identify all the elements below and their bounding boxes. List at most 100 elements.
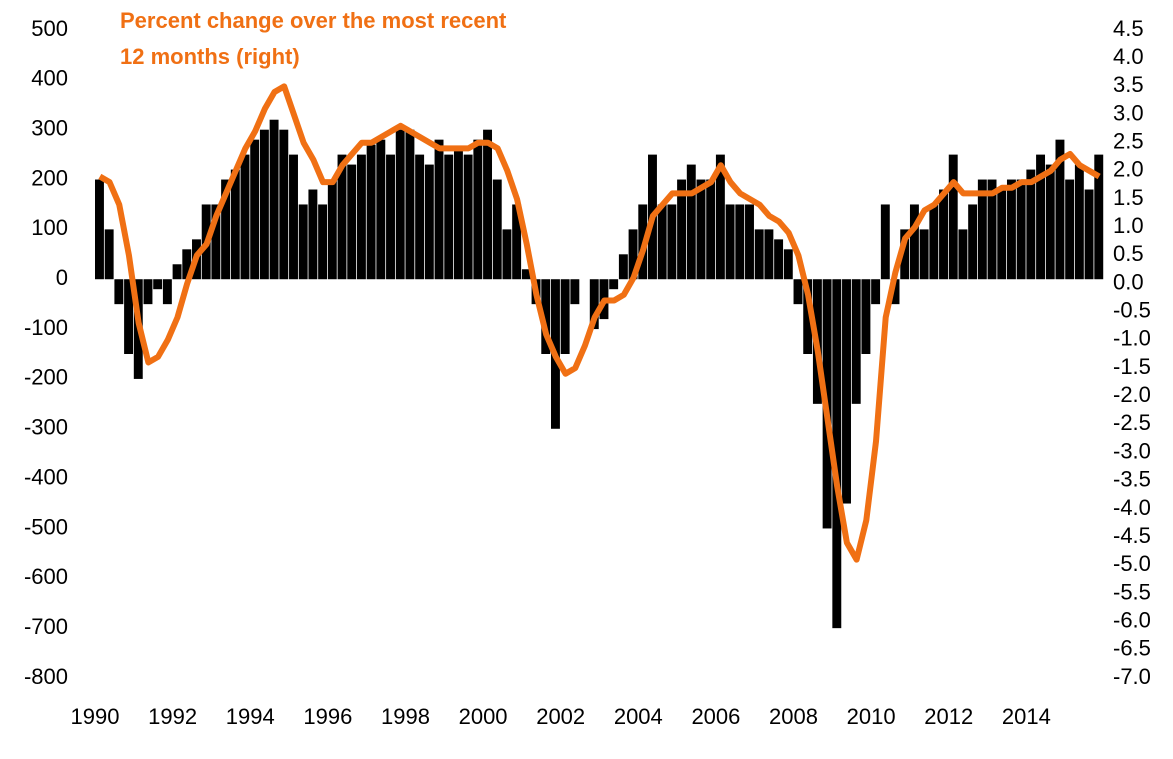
x-tick-label: 2012 — [924, 704, 973, 729]
bar — [483, 129, 493, 280]
y-tick-label: -500 — [24, 514, 68, 539]
bar — [269, 119, 279, 280]
bar — [677, 179, 687, 280]
bar — [909, 204, 919, 280]
bar — [1026, 169, 1036, 280]
bar — [250, 139, 260, 280]
y2-tick-label: 1.0 — [1113, 213, 1144, 238]
bar — [521, 269, 531, 280]
y-tick-label: 400 — [31, 66, 68, 91]
y2-tick-label: -1.0 — [1113, 326, 1151, 351]
bar — [667, 204, 677, 280]
y-tick-label: -300 — [24, 415, 68, 440]
bar — [162, 279, 172, 305]
bar — [405, 129, 415, 280]
y-tick-label: 500 — [31, 16, 68, 41]
bar — [628, 229, 638, 280]
x-tick-label: 2014 — [1002, 704, 1051, 729]
bar — [259, 129, 269, 280]
x-tick-label: 1996 — [303, 704, 352, 729]
bar — [745, 204, 754, 280]
bar — [1084, 189, 1094, 280]
y2-tick-label: -5.5 — [1113, 579, 1151, 604]
bar — [279, 129, 289, 280]
bar — [958, 229, 968, 280]
x-tick-label: 2000 — [459, 704, 508, 729]
bar — [560, 279, 570, 354]
bar — [1055, 139, 1065, 280]
y2-tick-label: 2.5 — [1113, 129, 1144, 154]
bar — [347, 164, 357, 280]
bar — [618, 254, 628, 280]
bar — [968, 204, 978, 280]
bar — [735, 204, 745, 280]
bar — [754, 229, 764, 280]
bar — [706, 179, 716, 280]
bar — [842, 279, 851, 504]
bar — [1074, 164, 1084, 280]
bar — [900, 229, 910, 280]
bar — [793, 279, 803, 305]
bar — [1065, 179, 1075, 280]
y2-tick-label: -3.0 — [1113, 438, 1151, 463]
bar — [424, 164, 434, 280]
x-tick-label: 2008 — [769, 704, 818, 729]
bar — [221, 179, 231, 280]
line — [98, 83, 1101, 563]
y2-tick-label: -3.5 — [1113, 467, 1151, 492]
x-tick-label: 2004 — [614, 704, 663, 729]
bar — [764, 229, 774, 280]
y2-tick-label: 4.5 — [1113, 16, 1144, 41]
bar — [589, 279, 599, 330]
bar — [386, 154, 395, 280]
bar — [434, 139, 444, 280]
y2-tick-label: -7.0 — [1113, 664, 1151, 689]
y-tick-label: -700 — [24, 614, 68, 639]
y-tick-label: 200 — [31, 165, 68, 190]
bar — [211, 204, 221, 280]
bar — [172, 264, 182, 280]
bar — [609, 279, 619, 290]
x-tick-label: 1998 — [381, 704, 430, 729]
bar — [1094, 154, 1104, 280]
x-tick-label: 1992 — [148, 704, 197, 729]
bar — [774, 239, 784, 280]
bar — [803, 279, 813, 354]
y-tick-label: -600 — [24, 564, 68, 589]
bar — [861, 279, 871, 354]
y2-tick-label: 1.5 — [1113, 185, 1144, 210]
bar — [453, 149, 463, 280]
bar — [570, 279, 580, 305]
y2-tick-label: 3.5 — [1113, 72, 1144, 97]
bar — [182, 249, 192, 280]
y-tick-label: -200 — [24, 365, 68, 390]
bar — [997, 189, 1007, 280]
annotation: Percent change over the most recent — [120, 8, 507, 33]
bar — [783, 249, 793, 280]
y2-tick-label: 0.5 — [1113, 241, 1144, 266]
y-tick-label: -100 — [24, 315, 68, 340]
bar — [929, 204, 939, 280]
bar — [1006, 179, 1016, 280]
x-tick-label: 1994 — [226, 704, 275, 729]
annotation: 12 months (right) — [120, 44, 300, 69]
bar — [715, 154, 725, 280]
bar — [880, 204, 890, 280]
bar — [686, 164, 696, 280]
y2-tick-label: 4.0 — [1113, 44, 1144, 69]
y-tick-label: -800 — [24, 664, 68, 689]
bar — [143, 279, 153, 305]
bar — [104, 229, 114, 280]
bar — [114, 279, 124, 305]
y2-tick-label: -1.5 — [1113, 354, 1151, 379]
bar — [298, 204, 308, 280]
bar — [512, 204, 522, 280]
bar — [502, 229, 512, 280]
bar — [395, 129, 405, 280]
bar — [725, 204, 735, 280]
bar — [492, 179, 502, 280]
bar — [919, 229, 929, 280]
bar — [327, 179, 337, 280]
bar — [948, 154, 958, 280]
bar — [1045, 164, 1055, 280]
